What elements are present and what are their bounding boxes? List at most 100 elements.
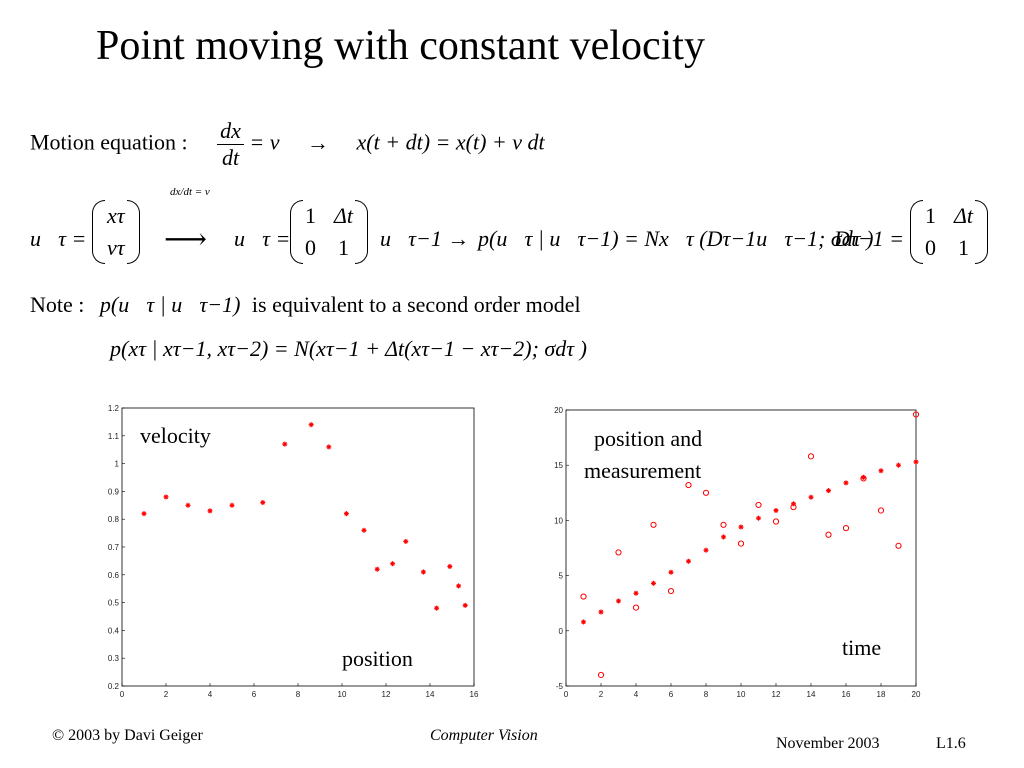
position-point — [361, 527, 367, 533]
y-tick-label: 0 — [559, 627, 564, 636]
x-tick-label: 6 — [669, 690, 674, 698]
position-point — [163, 494, 169, 500]
note-expr: p(u⃗τ | u⃗τ−1) — [99, 292, 241, 317]
annotation-position: position — [342, 646, 413, 671]
x-tick-label: 16 — [842, 690, 851, 698]
y-tick-label: 1.2 — [108, 404, 120, 413]
second-order-model: p(xτ | xτ−1, xτ−2) = N(xτ−1 + Δt(xτ−1 − … — [110, 336, 587, 361]
position-point — [374, 566, 380, 572]
prob-expression: p(u⃗τ | u⃗τ−1) = Nx⃗τ (Dτ−1u⃗τ−1; σdτ ) — [478, 226, 874, 251]
matrix-cell: 1 — [925, 203, 936, 228]
footer-copyright: © 2003 by Davi Geiger — [52, 727, 203, 744]
y-tick-label: 5 — [559, 572, 564, 581]
position-point — [896, 462, 901, 468]
x-tick-label: 12 — [382, 690, 391, 698]
annotation-velocity: velocity — [140, 423, 211, 448]
matrix-cell: 1 — [338, 235, 350, 260]
x-tick-label: 2 — [599, 690, 604, 698]
y-tick-label: 0.5 — [108, 599, 120, 608]
measurement-point — [755, 501, 762, 509]
measurement-point — [650, 521, 657, 528]
position-point — [651, 580, 656, 586]
y-tick-label: 0.2 — [108, 682, 120, 691]
position-point — [390, 561, 396, 567]
measurement-point — [877, 507, 885, 514]
position-point — [721, 534, 726, 540]
state-vector: xτ vτ — [92, 200, 140, 264]
position-point — [686, 558, 691, 564]
motion-equation-row: Motion equation : dx dt = v → x(t + dt) … — [30, 118, 545, 171]
y-tick-label: 0.3 — [108, 654, 120, 663]
matrix-cell: 0 — [925, 235, 936, 260]
measurement-point — [720, 521, 727, 528]
matrix-cell: 1 — [958, 235, 970, 260]
u-tau-label-2: u⃗τ = — [234, 226, 291, 251]
position-point — [229, 502, 235, 508]
x-tick-label: 14 — [807, 690, 816, 698]
position-point — [738, 524, 744, 530]
measurement-point — [667, 587, 675, 595]
position-point — [878, 468, 884, 474]
position-point — [581, 619, 586, 625]
position-point — [447, 563, 453, 569]
measurement-point — [842, 525, 850, 532]
annotation-position-and: position and — [594, 426, 702, 451]
position-point — [456, 583, 462, 589]
x-tick-label: 12 — [772, 690, 781, 698]
x-tick-label: 16 — [470, 690, 479, 698]
position-point — [434, 605, 440, 611]
position-point — [826, 488, 831, 494]
x-tick-label: 10 — [737, 690, 746, 698]
y-tick-label: 0.9 — [108, 487, 120, 496]
position-update-expr: x(t + dt) = x(t) + v dt — [356, 129, 545, 155]
y-tick-label: 20 — [554, 406, 563, 415]
u-tau-label: u⃗τ = — [30, 226, 87, 251]
measurement-point — [632, 604, 640, 611]
position-point — [282, 441, 288, 447]
footer-slide-number: L1.6 — [936, 735, 966, 752]
footer-course: Computer Vision — [430, 727, 538, 744]
position-point — [260, 500, 266, 506]
measurement-point — [597, 671, 605, 679]
matrix-cell: Δt — [954, 203, 974, 228]
measurement-point — [807, 453, 815, 460]
y-tick-label: 0.6 — [108, 571, 120, 580]
x-tick-label: 18 — [877, 690, 886, 698]
frac-numerator: dx — [217, 118, 244, 145]
measurement-point — [580, 593, 587, 600]
x-tick-label: 6 — [252, 690, 257, 698]
measurement-point — [685, 481, 692, 489]
x-tick-label: 10 — [338, 690, 347, 698]
measurement-point — [702, 489, 710, 496]
measurement-point — [615, 549, 622, 556]
x-tick-label: 8 — [296, 690, 301, 698]
plot-frame — [121, 407, 475, 687]
velocity-rhs: = v — [249, 129, 280, 155]
y-tick-label: 15 — [554, 461, 563, 470]
arrow-label: dx/dt = v — [170, 186, 210, 198]
frac-denominator: dt — [221, 145, 240, 170]
position-point — [843, 480, 849, 486]
y-tick-label: 0.8 — [108, 515, 120, 524]
position-point — [756, 515, 761, 521]
note-text: is equivalent to a second order model — [251, 292, 581, 317]
measurement-point — [860, 475, 867, 482]
x-tick-label: 8 — [704, 690, 709, 698]
x-tick-label: 4 — [634, 690, 639, 698]
position-point — [633, 590, 639, 596]
position-point — [773, 507, 779, 513]
matrix-cell: 1 — [305, 203, 316, 228]
note-row: Note : p(u⃗τ | u⃗τ−1) is equivalent to a… — [30, 292, 581, 318]
long-arrow: ⟶ — [164, 223, 208, 256]
position-point — [308, 422, 314, 428]
annotation-time: time — [842, 635, 881, 660]
x-tau-cell: xτ — [107, 203, 125, 228]
position-point — [207, 508, 213, 514]
d-label: Dτ−1 = — [834, 226, 904, 251]
measurement-point — [912, 411, 920, 418]
x-tick-label: 20 — [912, 690, 921, 698]
measurement-point — [737, 540, 745, 547]
